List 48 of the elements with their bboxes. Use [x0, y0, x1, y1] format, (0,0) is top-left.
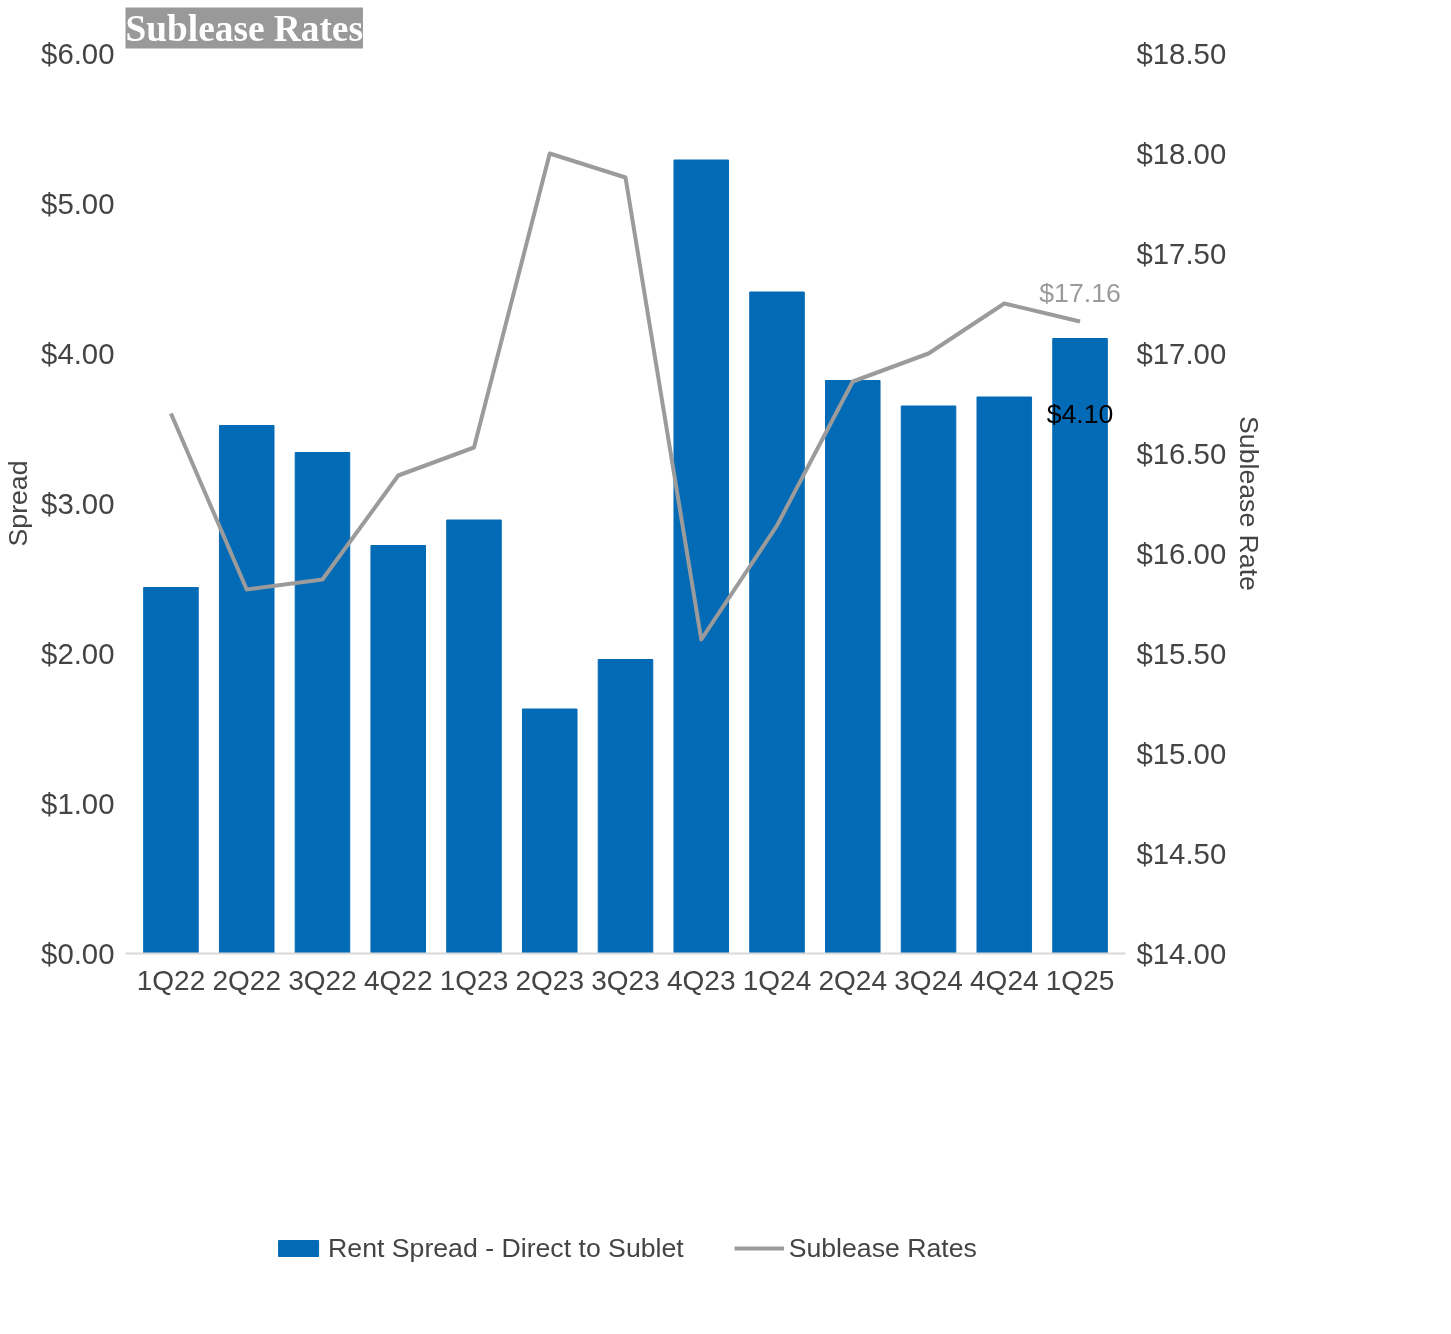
- y-tick-label: $0.00: [41, 937, 115, 970]
- x-tick-label: 4Q22: [363, 964, 433, 996]
- x-tick-label: 2Q24: [818, 964, 888, 996]
- y-tick-label: $3.00: [41, 487, 115, 520]
- bar: [370, 545, 426, 954]
- bar: [597, 659, 654, 954]
- x-tick-label: 4Q23: [667, 964, 736, 996]
- bar: [446, 519, 502, 954]
- bar: [294, 452, 351, 954]
- bar: [521, 708, 578, 954]
- y2-axis-title: Sublease Rate: [1234, 416, 1265, 591]
- y-tick-label: $2.00: [41, 637, 115, 670]
- y2-tick-label: $17.00: [1136, 337, 1227, 370]
- legend-label: Sublease Rates: [788, 1232, 977, 1264]
- y2-tick-label: $15.50: [1136, 637, 1227, 670]
- y2-tick-label: $14.50: [1136, 837, 1227, 870]
- chart-title: Sublease Rates: [125, 7, 363, 49]
- bar: [218, 425, 275, 954]
- y2-tick-label: $15.00: [1136, 737, 1227, 770]
- x-tick-label: 2Q23: [515, 964, 584, 996]
- y2-tick-label: $17.50: [1136, 237, 1227, 270]
- y2-tick-label: $16.00: [1136, 537, 1227, 570]
- bar: [900, 405, 957, 954]
- x-tick-label: 1Q25: [1045, 964, 1115, 996]
- y-axis-title: Spread: [3, 460, 34, 547]
- bar: [825, 380, 881, 954]
- y2-tick-label: $18.50: [1136, 37, 1227, 70]
- data-label: $17.16: [1039, 277, 1121, 308]
- x-tick-label: 4Q24: [970, 964, 1039, 996]
- x-tick-label: 3Q24: [894, 964, 963, 996]
- y-tick-label: $5.00: [41, 187, 115, 220]
- x-tick-label: 3Q23: [591, 964, 660, 996]
- x-tick-label: 3Q22: [288, 964, 357, 996]
- y2-tick-label: $18.00: [1136, 137, 1227, 170]
- x-tick-label: 1Q24: [742, 964, 812, 996]
- x-tick-label: 1Q22: [136, 964, 206, 996]
- bar: [673, 159, 730, 954]
- bar: [976, 396, 1033, 954]
- x-tick-label: 2Q22: [212, 964, 281, 996]
- y-tick-label: $4.00: [41, 337, 115, 370]
- bar: [749, 291, 805, 954]
- y2-tick-label: $14.00: [1136, 937, 1227, 970]
- y2-tick-label: $16.50: [1136, 437, 1227, 470]
- y-tick-label: $6.00: [41, 37, 115, 70]
- legend-label: Rent Spread - Direct to Sublet: [328, 1232, 684, 1264]
- y-tick-label: $1.00: [41, 787, 115, 820]
- bar: [143, 587, 199, 954]
- x-tick-label: 1Q23: [439, 964, 509, 996]
